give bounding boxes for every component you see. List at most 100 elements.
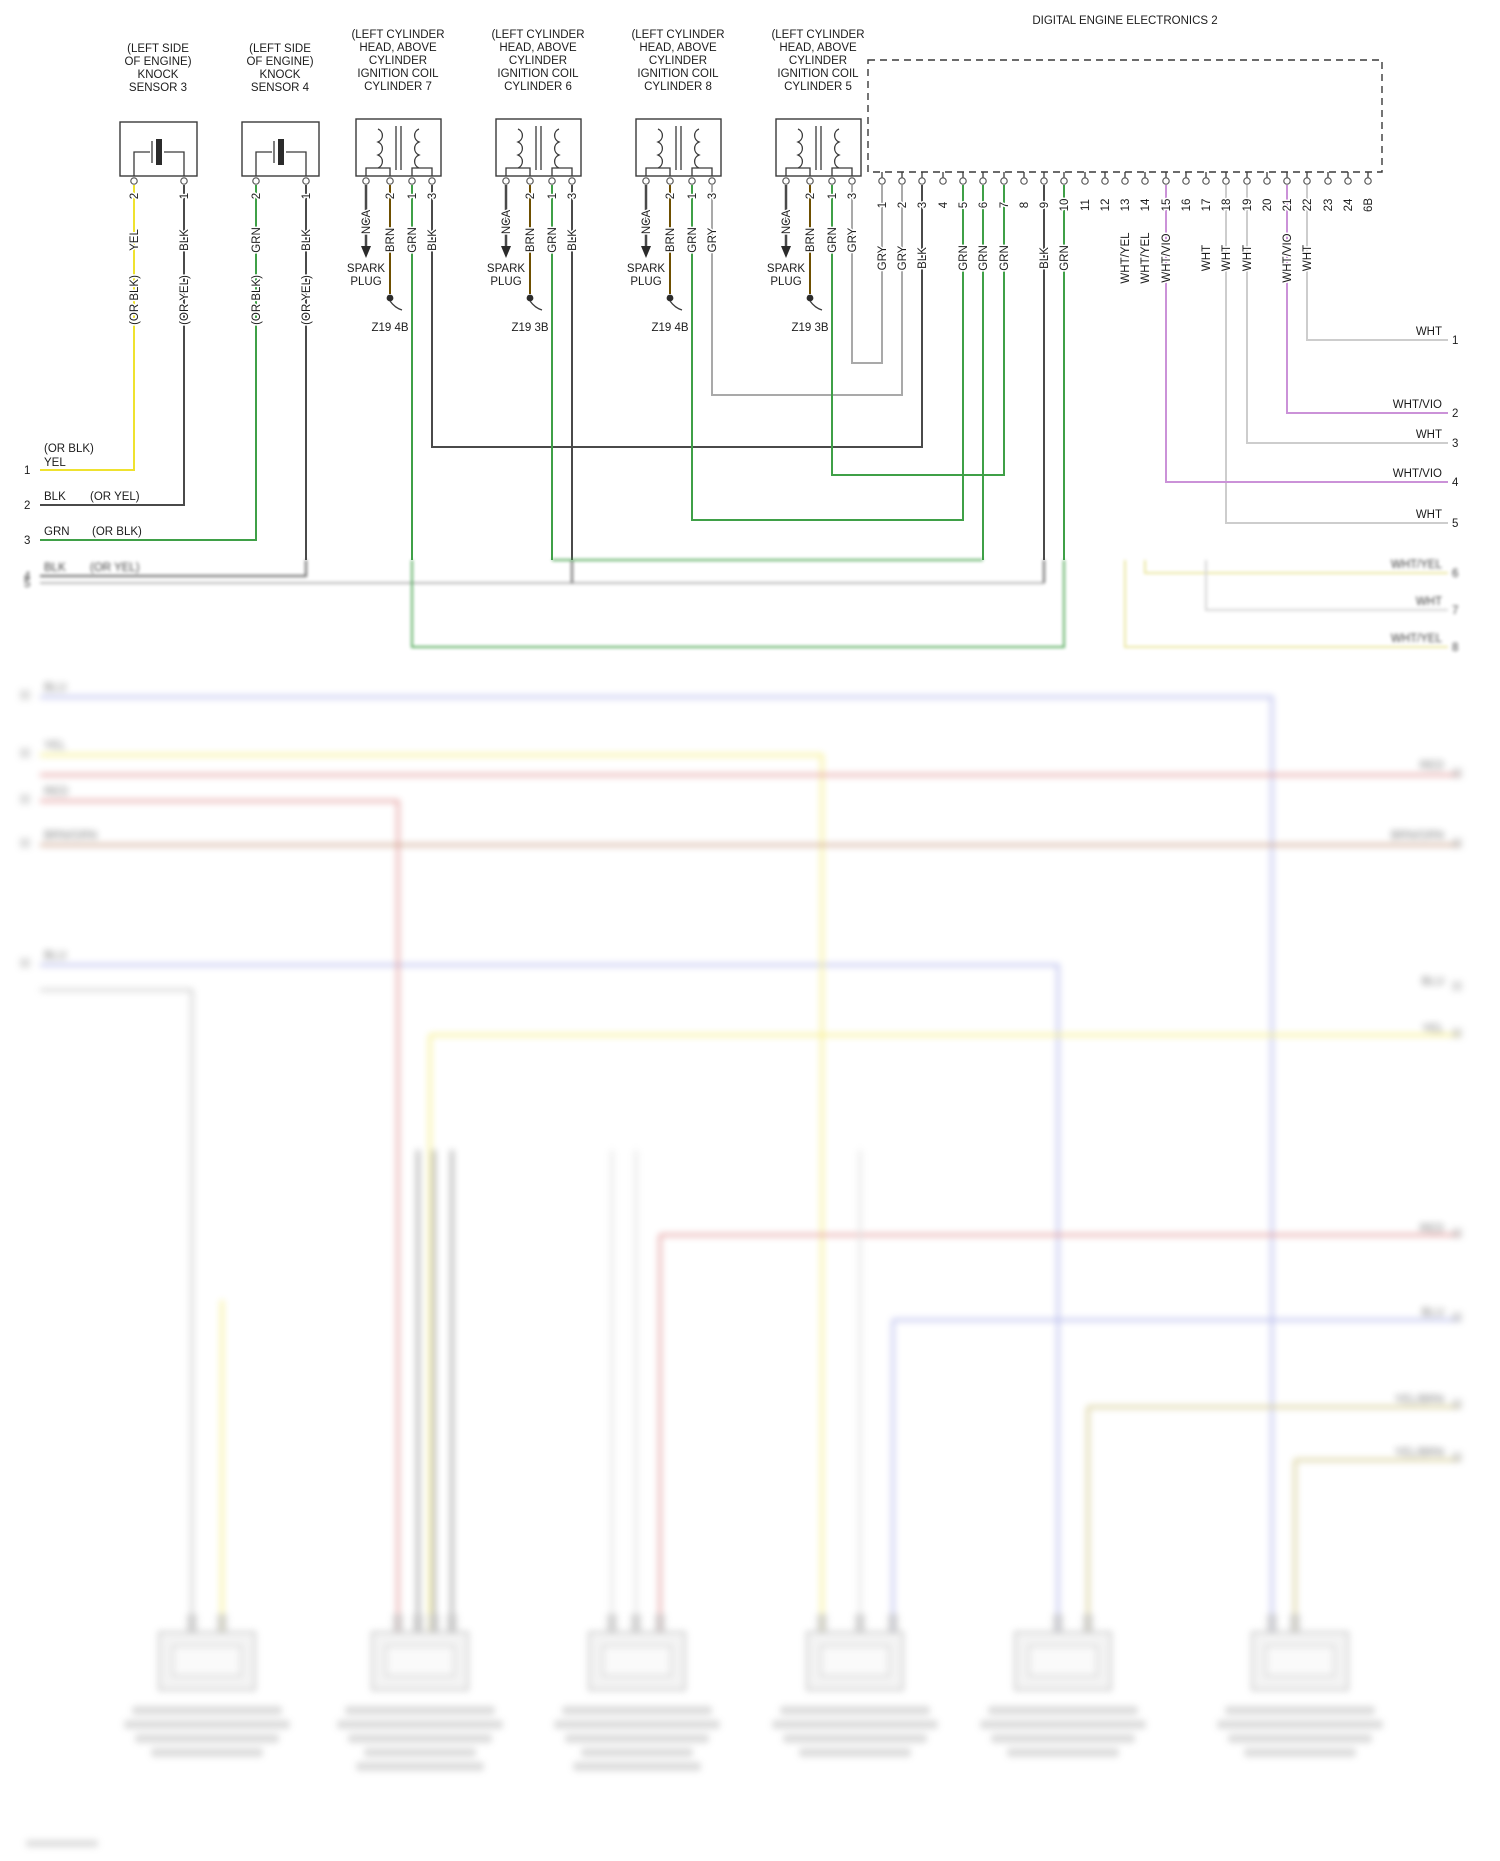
blurred-row-label: YEL	[1422, 1023, 1444, 1035]
blurred-row-label: YEL	[44, 740, 66, 752]
blurred-connector	[772, 1614, 938, 1757]
pin-number: 23	[1323, 199, 1335, 212]
pin-number: 24	[1343, 198, 1355, 211]
row-number: 3	[24, 535, 30, 547]
wire-alt-label: (OR YEL)	[90, 562, 140, 574]
component-label: (LEFT CYLINDER	[491, 29, 584, 41]
component-box	[355, 118, 442, 177]
ignition-coil-5: (LEFT CYLINDER HEAD, ABOVE CYLINDER IGNI…	[765, 29, 1005, 476]
pin-number: 21	[1282, 199, 1294, 212]
wire-alt-label: (OR YEL)	[179, 275, 191, 325]
wire-color-label: GRY	[877, 245, 889, 270]
spark-plug-label: PLUG	[630, 276, 661, 288]
dee2-box	[867, 59, 1383, 173]
blurred-row-label: YEL/BRN	[1395, 1447, 1444, 1459]
blurred-row-label: BLU	[44, 682, 66, 694]
component-label: CYLINDER	[789, 55, 847, 67]
ground-label: Z19 4B	[371, 322, 408, 334]
wire-alt-label: (OR BLK)	[251, 275, 263, 325]
row-wire-label: YEL	[44, 457, 66, 469]
wire-color-label: WHT	[1201, 245, 1213, 271]
component-label: OF ENGINE)	[124, 56, 191, 68]
pin-number: 2	[665, 193, 677, 199]
component-label: IGNITION COIL	[637, 68, 719, 80]
wire-color-label: BRN	[805, 228, 817, 252]
component-box	[495, 118, 582, 177]
wire-color-label: GRY	[707, 227, 719, 252]
dee2-title: DIGITAL ENGINE ELECTRONICS 2	[1032, 15, 1217, 27]
blurred-row-label: BLU	[1422, 1307, 1444, 1319]
blurred-connector	[554, 1614, 720, 1771]
component-label: OF ENGINE)	[246, 56, 313, 68]
sharp-layer: (LEFT SIDE OF ENGINE) KNOCK SENSOR 3 2 Y…	[24, 15, 1459, 560]
wire-color-label: BRN	[525, 228, 537, 252]
soft-blur-layer: BLK (OR YEL) 4 5 WHT/YEL 6 WHT 7 WHT/YEL…	[24, 558, 1458, 655]
pin-number: 2	[525, 193, 537, 199]
wire-color-label: GRY	[847, 227, 859, 252]
pin-number: 1	[547, 193, 559, 199]
pin-number: 1	[301, 193, 313, 199]
row-number: 8	[1452, 642, 1458, 654]
pin-number: 1	[827, 193, 839, 199]
row-number: 4	[1452, 477, 1459, 489]
pin-number: 3	[567, 193, 579, 199]
wire-color-label: WHT	[1221, 245, 1233, 271]
pin-number: 11	[1080, 199, 1092, 211]
wire-alt-label: (OR YEL)	[301, 275, 313, 325]
wire-color-label: GRN	[251, 227, 263, 253]
pin-number: 3	[917, 202, 929, 208]
blurred-connector	[980, 1614, 1146, 1757]
pin-number: 19	[1242, 199, 1254, 212]
component-label: HEAD, ABOVE	[639, 42, 717, 54]
blurred-row-label: BRN/GRN	[1391, 830, 1444, 842]
wire-color-label: WHT/VIO	[1161, 233, 1173, 282]
wire-color-label: BLK	[179, 229, 191, 251]
wire-color-label: WHT/VIO	[1282, 233, 1294, 282]
component-label: CYLINDER 7	[364, 81, 432, 93]
pin-number: 1	[687, 193, 699, 199]
wire-color-label: BRN	[665, 228, 677, 252]
pin-number: 2	[251, 193, 263, 199]
row-number: 3	[1452, 438, 1458, 450]
component-box	[775, 118, 862, 177]
ground-label: Z19 3B	[511, 322, 548, 334]
pin-number: 8	[1019, 202, 1031, 208]
pin-number: 3	[427, 193, 439, 199]
component-label: HEAD, ABOVE	[359, 42, 437, 54]
row-number: 2	[1452, 408, 1458, 420]
row-wire-label: WHT	[1416, 596, 1442, 608]
spark-plug-label: PLUG	[490, 276, 521, 288]
pin-number: 6	[978, 202, 990, 208]
component-label: IGNITION COIL	[497, 68, 579, 80]
wire-color-label: BLK	[917, 247, 929, 269]
pin-number: 17	[1201, 199, 1213, 212]
pin-number: 3	[707, 193, 719, 199]
component-label: IGNITION COIL	[357, 68, 439, 80]
pin-number: 10	[1059, 199, 1071, 212]
row-number: 5	[24, 578, 30, 590]
pin-number: 5	[958, 202, 970, 208]
spark-plug-label: SPARK	[487, 263, 525, 275]
row-wire-label: WHT/YEL	[1391, 633, 1443, 645]
row-number: 1	[1452, 335, 1458, 347]
spark-plug-label: SPARK	[767, 263, 805, 275]
row-wire-label: WHT	[1416, 429, 1442, 441]
pin-number: 1	[179, 193, 191, 199]
wire-alt-label: (OR BLK)	[44, 443, 94, 455]
wire-color-label: YEL	[129, 229, 141, 251]
row-wire-label: WHT/VIO	[1393, 468, 1442, 480]
wire-color-label: BLK	[301, 229, 313, 251]
dee2-connector: DIGITAL ENGINE ELECTRONICS 2 1 2 3 4 5 6…	[867, 15, 1448, 560]
row-wire-label: WHT/YEL	[1391, 559, 1443, 571]
wire-color-label: BLK	[1039, 247, 1051, 269]
component-label: CYLINDER	[369, 55, 427, 67]
blurred-row-labels: BLU YEL RED BRN/GRN BLU RED BRN/GRN BLU …	[44, 682, 1445, 1459]
component-label: (LEFT SIDE	[249, 43, 311, 55]
right-rows: WHT 1 WHT/VIO 2 WHT 3 WHT/VIO 4 WHT 5	[1391, 325, 1459, 531]
row-number: 2	[24, 500, 30, 512]
ignition-coil-7: (LEFT CYLINDER HEAD, ABOVE CYLINDER IGNI…	[345, 29, 923, 560]
wire-color-label: GRY	[897, 245, 909, 270]
heavy-blur-layer: BLU YEL RED BRN/GRN BLU RED BRN/GRN BLU …	[20, 682, 1462, 1847]
row-wire-label: BLK	[44, 562, 66, 574]
wire-color-label: WHT	[1302, 245, 1314, 271]
